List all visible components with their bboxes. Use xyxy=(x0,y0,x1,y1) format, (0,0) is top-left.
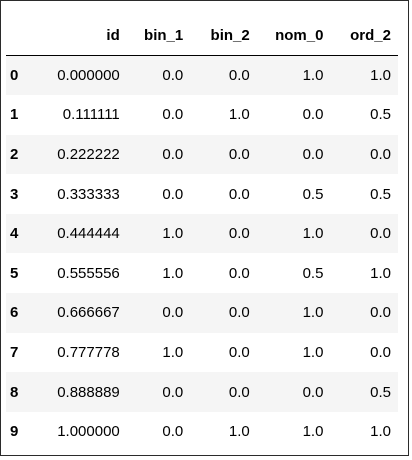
row-index: 2 xyxy=(10,145,19,163)
table-cell: 1.0 xyxy=(228,106,250,124)
table-cell: 0.0 xyxy=(228,383,250,401)
table-cell: 0.0 xyxy=(370,145,391,163)
table-cell: 0.5 xyxy=(370,383,391,401)
table-cell: 0.0 xyxy=(302,145,324,163)
table-cell: 0.000000 xyxy=(57,67,120,85)
table-cell: 0.5 xyxy=(370,185,391,203)
table-row: 5 0.555556 1.0 0.0 0.5 1.0 xyxy=(6,253,398,293)
table-cell: 0.555556 xyxy=(57,264,120,282)
table-cell: 0.777778 xyxy=(57,343,120,361)
row-index: 9 xyxy=(10,423,19,441)
table-cell: 0.666667 xyxy=(57,304,120,322)
column-header-bin-2: bin_2 xyxy=(190,15,257,56)
table-cell: 1.0 xyxy=(302,423,324,441)
table-cell: 0.0 xyxy=(162,423,184,441)
table-body: 0 0.000000 0.0 0.0 1.0 1.0 1 0.111111 0.0 1.0 0.0 0… xyxy=(6,55,398,452)
row-index: 7 xyxy=(10,343,19,361)
row-index: 0 xyxy=(10,67,19,85)
table-cell: 1.0 xyxy=(370,67,391,85)
row-index: 1 xyxy=(10,106,19,124)
column-header-ord-2: ord_2 xyxy=(330,15,398,56)
table-row: 4 0.444444 1.0 0.0 1.0 0.0 xyxy=(6,213,398,254)
table-cell: 0.0 xyxy=(228,343,250,361)
table-row: 6 0.666667 0.0 0.0 1.0 0.0 xyxy=(6,293,398,333)
table-cell: 0.0 xyxy=(228,145,250,163)
table-cell: 0.444444 xyxy=(57,225,120,243)
table-cell: 1.0 xyxy=(302,67,324,85)
table-cell: 0.222222 xyxy=(57,145,120,163)
table-cell: 0.0 xyxy=(370,304,391,322)
table-cell: 0.0 xyxy=(370,225,391,243)
table-row: 7 0.777778 1.0 0.0 1.0 0.0 xyxy=(6,333,398,373)
table-cell: 0.0 xyxy=(302,106,324,124)
row-index: 3 xyxy=(10,185,19,203)
row-index: 5 xyxy=(10,264,19,282)
table-cell: 0.5 xyxy=(302,185,324,203)
table-cell: 0.0 xyxy=(228,225,250,243)
table-cell: 1.0 xyxy=(302,304,324,322)
table-cell: 1.0 xyxy=(228,423,250,441)
table-row: 3 0.333333 0.0 0.0 0.5 0.5 xyxy=(6,174,398,214)
row-index: 8 xyxy=(10,383,19,401)
column-header-id: id xyxy=(32,15,127,56)
table-cell: 0.0 xyxy=(162,185,184,203)
table-cell: 0.0 xyxy=(370,343,391,361)
row-index: 4 xyxy=(10,225,19,243)
table-cell: 0.333333 xyxy=(57,185,120,203)
column-header-bin-1: bin_1 xyxy=(126,15,191,56)
table-cell: 1.0 xyxy=(370,423,391,441)
table-cell: 0.5 xyxy=(370,106,391,124)
row-index: 6 xyxy=(10,304,19,322)
table-cell: 0.0 xyxy=(228,185,250,203)
table-cell: 0.0 xyxy=(162,304,184,322)
table-cell: 0.111111 xyxy=(62,106,120,124)
table-cell: 1.0 xyxy=(370,264,391,282)
table-cell: 0.0 xyxy=(162,145,184,163)
table-row: 2 0.222222 0.0 0.0 0.0 0.0 xyxy=(6,134,398,175)
header-row: id bin_1 bin_2 nom_0 ord_2 xyxy=(6,15,398,56)
dataframe-table: id bin_1 bin_2 nom_0 ord_2 0 0.000000 0.0 0… xyxy=(6,15,398,451)
table-row: 0 0.000000 0.0 0.0 1.0 1.0 xyxy=(6,55,398,96)
table-cell: 1.0 xyxy=(162,264,184,282)
table-row: 9 1.000000 0.0 1.0 1.0 1.0 xyxy=(6,412,398,452)
table-cell: 0.888889 xyxy=(57,383,120,401)
table-cell: 0.5 xyxy=(302,264,324,282)
table-row: 8 0.888889 0.0 0.0 0.0 0.5 xyxy=(6,372,398,412)
table-row: 1 0.111111 0.0 1.0 0.0 0.5 xyxy=(6,95,398,135)
table-cell: 0.0 xyxy=(162,106,184,124)
table-cell: 0.0 xyxy=(162,383,184,401)
table-cell: 1.0 xyxy=(302,343,324,361)
table-cell: 0.0 xyxy=(228,264,250,282)
table-cell: 0.0 xyxy=(228,304,250,322)
table-cell: 1.0 xyxy=(162,225,184,243)
table-cell: 1.000000 xyxy=(57,423,120,441)
table-cell: 0.0 xyxy=(302,383,324,401)
column-header-nom-0: nom_0 xyxy=(256,15,331,56)
table-cell: 1.0 xyxy=(302,225,324,243)
table-cell: 0.0 xyxy=(162,67,184,85)
table-cell: 0.0 xyxy=(228,67,250,85)
table-header: id bin_1 bin_2 nom_0 ord_2 xyxy=(6,15,398,56)
table-cell: 1.0 xyxy=(162,343,184,361)
index-header-cell xyxy=(6,15,33,56)
